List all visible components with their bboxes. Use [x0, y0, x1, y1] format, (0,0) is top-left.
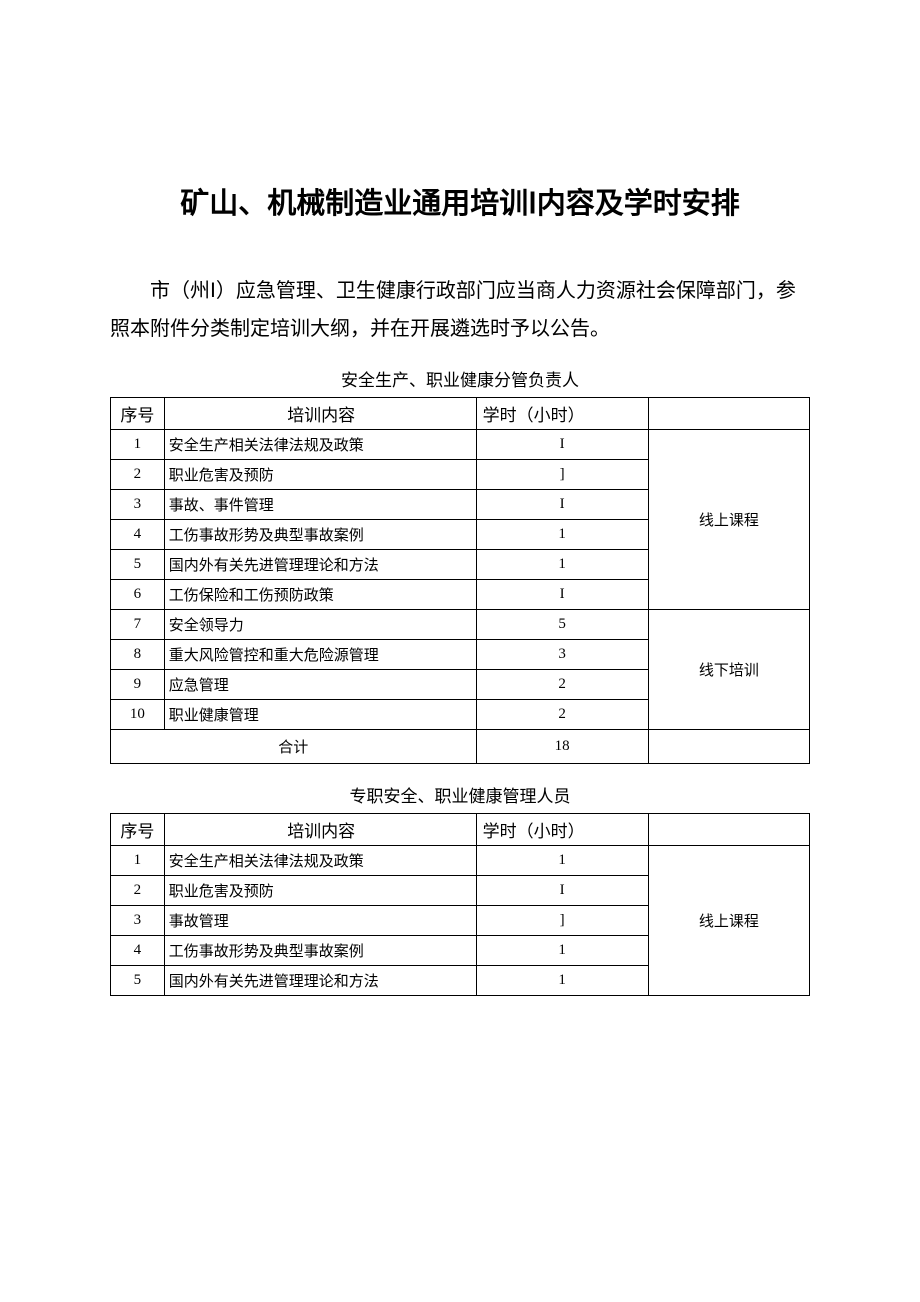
table1-content-4: 工伤事故形势及典型事故案例	[164, 520, 476, 550]
table2-content-5: 国内外有关先进管理理论和方法	[164, 966, 476, 996]
table2-seq-3: 3	[111, 906, 165, 936]
table2-header-type	[648, 814, 809, 846]
table1-hours-4: 1	[476, 520, 648, 550]
table1-hours-5: 1	[476, 550, 648, 580]
table1-total-type	[648, 730, 809, 764]
table1-hours-3: I	[476, 490, 648, 520]
table2-hours-1: 1	[476, 846, 648, 876]
table1-seq-6: 6	[111, 580, 165, 610]
table1-header-seq: 序号	[111, 398, 165, 430]
table2-header-row: 序号 培训内容 学时（小时）	[111, 814, 810, 846]
table2-content-1: 安全生产相关法律法规及政策	[164, 846, 476, 876]
table1-content-2: 职业危害及预防	[164, 460, 476, 490]
table1-seq-3: 3	[111, 490, 165, 520]
table1-content-7: 安全领导力	[164, 610, 476, 640]
table1-hours-2: ]	[476, 460, 648, 490]
table1-seq-5: 5	[111, 550, 165, 580]
table-row: 1 安全生产相关法律法规及政策 1 线上课程	[111, 846, 810, 876]
table1-content-10: 职业健康管理	[164, 700, 476, 730]
table1-title: 安全生产、职业健康分管负责人	[110, 366, 810, 391]
table1-seq-1: 1	[111, 430, 165, 460]
table1-content-1: 安全生产相关法律法规及政策	[164, 430, 476, 460]
document-title: 矿山、机械制造业通用培训Ⅰ内容及学时安排	[110, 180, 810, 222]
table1-hours-7: 5	[476, 610, 648, 640]
table1-content-3: 事故、事件管理	[164, 490, 476, 520]
table1-seq-4: 4	[111, 520, 165, 550]
table1-seq-9: 9	[111, 670, 165, 700]
table2-hours-4: 1	[476, 936, 648, 966]
table2-seq-1: 1	[111, 846, 165, 876]
table1-hours-1: I	[476, 430, 648, 460]
intro-paragraph: 市（州Ⅰ）应急管理、卫生健康行政部门应当商人力资源社会保障部门，参照本附件分类制…	[110, 272, 810, 348]
table1-seq-10: 10	[111, 700, 165, 730]
table2-hours-3: ]	[476, 906, 648, 936]
table1-content-6: 工伤保险和工伤预防政策	[164, 580, 476, 610]
table2-header-content: 培训内容	[164, 814, 476, 846]
table1-header-content: 培训内容	[164, 398, 476, 430]
table1-type-offline: 线下培训	[648, 610, 809, 730]
table1-header-hours: 学时（小时）	[476, 398, 648, 430]
table1-seq-7: 7	[111, 610, 165, 640]
table2-content-3: 事故管理	[164, 906, 476, 936]
table1: 序号 培训内容 学时（小时） 1 安全生产相关法律法规及政策 I 线上课程 2 …	[110, 397, 810, 764]
table2-seq-4: 4	[111, 936, 165, 966]
table-row: 1 安全生产相关法律法规及政策 I 线上课程	[111, 430, 810, 460]
table2-content-4: 工伤事故形势及典型事故案例	[164, 936, 476, 966]
table1-type-online: 线上课程	[648, 430, 809, 610]
table1-header-row: 序号 培训内容 学时（小时）	[111, 398, 810, 430]
table1-header-type	[648, 398, 809, 430]
table1-content-9: 应急管理	[164, 670, 476, 700]
table2: 序号 培训内容 学时（小时） 1 安全生产相关法律法规及政策 1 线上课程 2 …	[110, 813, 810, 996]
table2-header-seq: 序号	[111, 814, 165, 846]
table1-hours-8: 3	[476, 640, 648, 670]
table1-total-label: 合计	[111, 730, 477, 764]
table1-content-8: 重大风险管控和重大危险源管理	[164, 640, 476, 670]
table2-title: 专职安全、职业健康管理人员	[110, 782, 810, 807]
table1-hours-10: 2	[476, 700, 648, 730]
table2-content-2: 职业危害及预防	[164, 876, 476, 906]
table1-seq-8: 8	[111, 640, 165, 670]
table1-total-row: 合计 18	[111, 730, 810, 764]
table1-total-hours: 18	[476, 730, 648, 764]
table-row: 7 安全领导力 5 线下培训	[111, 610, 810, 640]
table1-seq-2: 2	[111, 460, 165, 490]
table1-hours-6: I	[476, 580, 648, 610]
table2-hours-2: I	[476, 876, 648, 906]
table2-seq-5: 5	[111, 966, 165, 996]
table2-header-hours: 学时（小时）	[476, 814, 648, 846]
table2-seq-2: 2	[111, 876, 165, 906]
table1-hours-9: 2	[476, 670, 648, 700]
table2-type-online: 线上课程	[648, 846, 809, 996]
table2-hours-5: 1	[476, 966, 648, 996]
table1-content-5: 国内外有关先进管理理论和方法	[164, 550, 476, 580]
